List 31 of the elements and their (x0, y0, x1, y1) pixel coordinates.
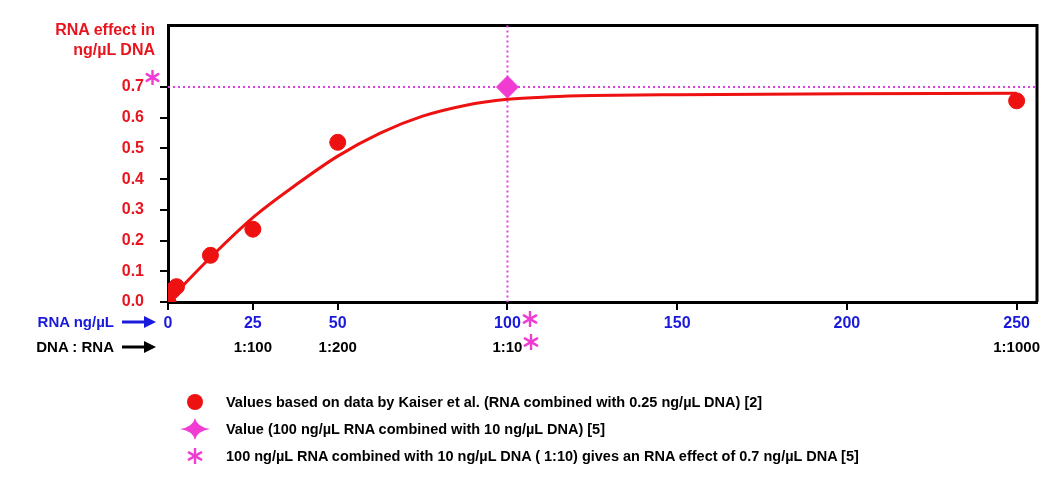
x-tick-label: 200 (833, 314, 861, 332)
y-tick-label: 0.5 (121, 138, 145, 156)
x-tick-label: 50 (328, 314, 347, 332)
point (201, 246, 219, 264)
text: 1:200 (318, 337, 357, 355)
y-axis-title: RNA effect in ng/µL DNA (54, 19, 155, 60)
x-tick-label: 150 (663, 314, 691, 332)
text: 1:100 (233, 337, 273, 355)
y-tick-label: 0.2 (121, 230, 145, 248)
legend-label: Value (100 ng/µL RNA combined with 10 ng/µL DNA) [5] (226, 420, 605, 437)
x-axis-title: RNA ng/µL (37, 313, 114, 330)
point (495, 75, 519, 99)
text: 1:1000 (993, 337, 1040, 355)
x-tick-label: 250 (1003, 314, 1031, 332)
y-tick-label: 0.7 (121, 77, 145, 95)
legend-label: Values based on data by Kaiser et al. (RNA combined with 0.25 ng/µL DNA) [2] (226, 393, 763, 410)
y-tick-label: 0.6 (121, 108, 145, 126)
text: 1:10 (492, 337, 523, 355)
point (329, 133, 347, 151)
y-tick-label: 0.3 (121, 200, 145, 218)
x-tick-label: 25 (243, 314, 262, 332)
point (244, 220, 262, 238)
point (168, 278, 185, 296)
y-tick-label: 0.0 (121, 292, 145, 310)
point (1008, 92, 1026, 110)
y-tick-label: 0.1 (121, 261, 145, 279)
x-tick-label: 100 (494, 314, 521, 332)
text: 100 ng/µL RNA combined with 10 ng/µL DNA ( 1:10) gives an RNA effect of 0.7 ng/µL DNA [5] (226, 447, 859, 464)
y-tick-label: 0.4 (121, 169, 145, 187)
x2-axis-title: DNA : RNA (36, 338, 114, 355)
x-tick-label: 0 (163, 314, 173, 332)
